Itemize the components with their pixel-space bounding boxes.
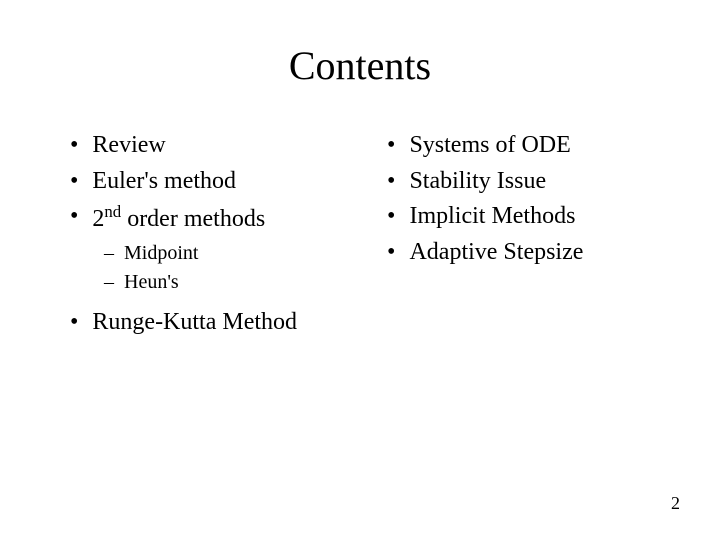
bullet-item: • Stability Issue (387, 165, 583, 199)
bullet-item: • Adaptive Stepsize (387, 236, 583, 270)
slide-container: Contents • Review • Euler's method • 2nd… (0, 0, 720, 540)
bullet-item: • Systems of ODE (387, 129, 583, 163)
bullet-item: • Runge-Kutta Method (70, 306, 297, 340)
bullet-dot-icon: • (387, 236, 395, 270)
bullet-dot-icon: • (70, 129, 78, 163)
left-column: • Review • Euler's method • 2nd order me… (70, 129, 297, 341)
bullet-text: Implicit Methods (409, 200, 575, 234)
dash-icon: – (104, 268, 114, 296)
page-number: 2 (671, 493, 680, 514)
sub-bullet-text: Heun's (124, 268, 179, 296)
bullet-item: • Review (70, 129, 297, 163)
bullet-item: • 2nd order methods (70, 200, 297, 237)
bullet-text: Systems of ODE (409, 129, 570, 163)
slide-title: Contents (50, 42, 670, 89)
bullet-text: Runge-Kutta Method (92, 306, 297, 340)
bullet-dot-icon: • (387, 200, 395, 234)
sub-bullet-item: – Midpoint (104, 239, 297, 267)
bullet-text: Adaptive Stepsize (409, 236, 583, 270)
bullet-text: Stability Issue (409, 165, 546, 199)
bullet-text: Review (92, 129, 165, 163)
bullet-dot-icon: • (70, 200, 78, 234)
content-columns: • Review • Euler's method • 2nd order me… (50, 129, 670, 341)
bullet-dot-icon: • (70, 165, 78, 199)
bullet-text: Euler's method (92, 165, 236, 199)
bullet-item: • Implicit Methods (387, 200, 583, 234)
sub-bullet-text: Midpoint (124, 239, 198, 267)
dash-icon: – (104, 239, 114, 267)
sub-bullet-item: – Heun's (104, 268, 297, 296)
bullet-dot-icon: • (70, 306, 78, 340)
right-column: • Systems of ODE • Stability Issue • Imp… (387, 129, 583, 341)
bullet-text: 2nd order methods (92, 200, 265, 237)
bullet-dot-icon: • (387, 129, 395, 163)
bullet-dot-icon: • (387, 165, 395, 199)
bullet-item: • Euler's method (70, 165, 297, 199)
